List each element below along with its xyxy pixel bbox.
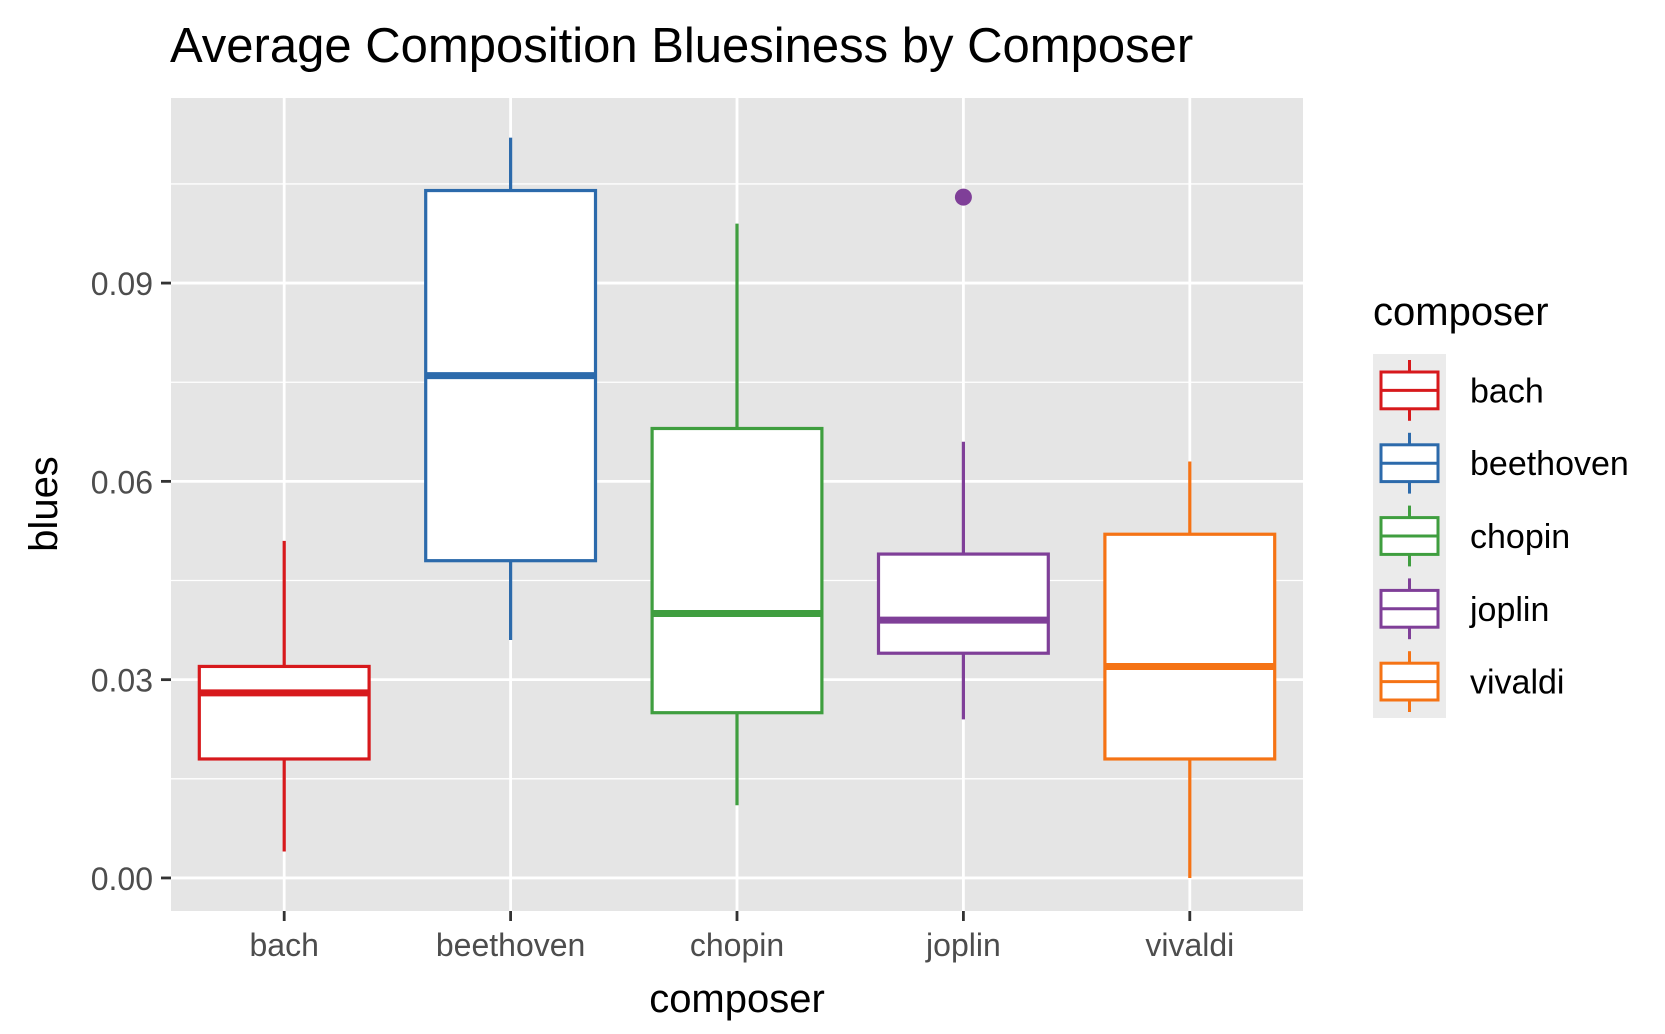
x-axis-label: composer — [649, 977, 825, 1021]
legend-label: vivaldi — [1470, 664, 1564, 702]
box-vivaldi — [1103, 461, 1277, 878]
legend-item-chopin: chopin — [1379, 505, 1570, 567]
y-tick-label: 0.00 — [91, 861, 153, 897]
box-body — [197, 664, 371, 761]
x-tick-label: vivaldi — [1145, 927, 1234, 963]
box-body — [1103, 532, 1277, 761]
box-chopin — [650, 223, 824, 806]
legend-label: bach — [1470, 372, 1544, 410]
axes: 0.00 0.03 0.06 0.09 bach beethoven chopin jopli… — [91, 266, 1235, 963]
x-tick-label: chopin — [690, 927, 784, 963]
y-tick-label: 0.06 — [91, 464, 153, 500]
legend-label: chopin — [1470, 518, 1570, 556]
legend-title: composer — [1373, 290, 1549, 334]
box-joplin — [876, 188, 1050, 720]
box-bach — [197, 540, 371, 852]
legend-item-joplin: joplin — [1379, 578, 1549, 640]
y-tick-label: 0.09 — [91, 266, 153, 302]
x-tick-label: bach — [250, 927, 319, 963]
chart-title: Average Composition Bluesiness by Compos… — [170, 19, 1193, 73]
box-body — [876, 552, 1050, 655]
box-beethoven — [424, 137, 598, 640]
legend-item-vivaldi: vivaldi — [1379, 651, 1564, 712]
x-tick-label: joplin — [925, 927, 1001, 963]
outlier-point — [954, 188, 972, 206]
y-axis-label: blues — [22, 456, 66, 552]
boxes — [197, 137, 1277, 878]
legend-label: beethoven — [1470, 445, 1629, 483]
box-body — [650, 426, 824, 715]
legend-item-bach: bach — [1379, 360, 1544, 421]
legend-item-beethoven: beethoven — [1379, 432, 1629, 494]
y-tick-label: 0.03 — [91, 663, 153, 699]
legend-label: joplin — [1469, 591, 1549, 629]
x-tick-label: beethoven — [436, 927, 585, 963]
legend: composer bach beethoven chopin joplin vivald… — [1373, 290, 1629, 718]
